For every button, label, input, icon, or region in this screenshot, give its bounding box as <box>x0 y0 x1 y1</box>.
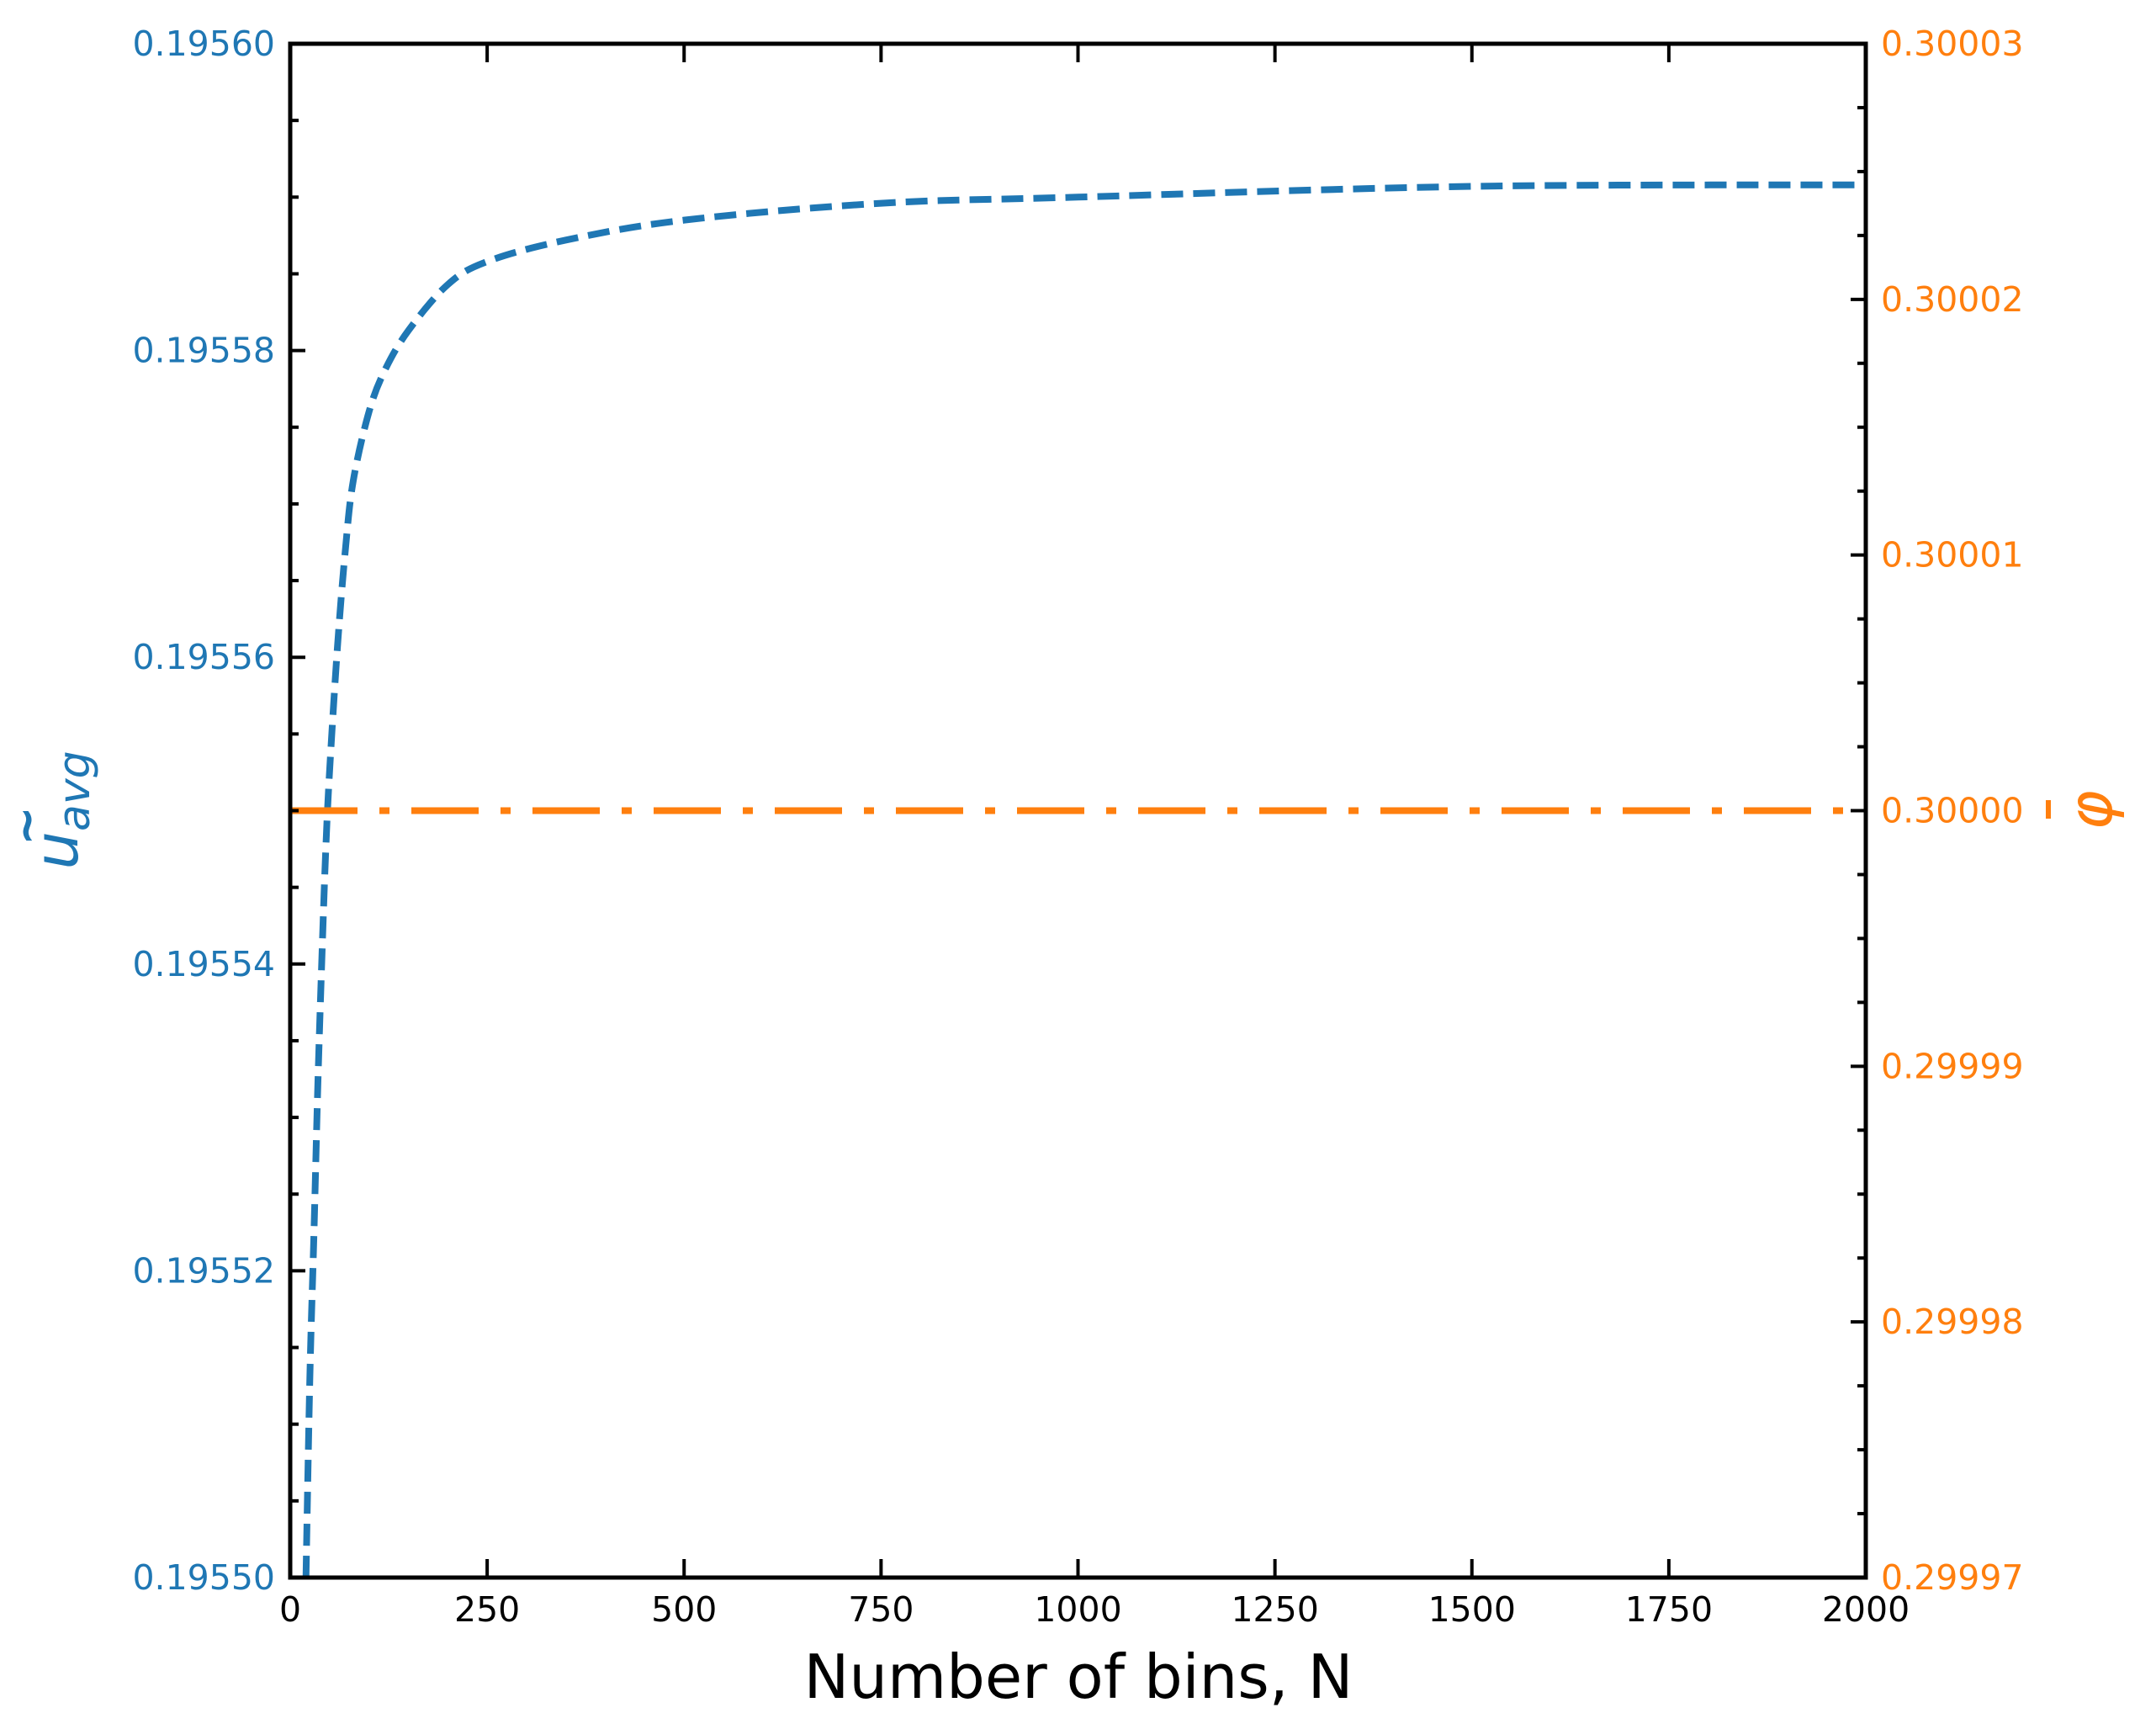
axes-frame <box>288 41 1868 1580</box>
x-tick-label: 1500 <box>1428 1589 1516 1630</box>
u_avg-line <box>302 181 1866 1578</box>
x-tick-label: 0 <box>279 1589 301 1630</box>
y-right-tick-label: 0.30001 <box>1881 535 2024 575</box>
y-left-tick-label: 0.19556 <box>132 637 275 677</box>
y-right-tick-label: 0.30002 <box>1881 279 2024 320</box>
right-axis-title: φ <box>2046 790 2126 830</box>
y-right-tick-label: 0.29997 <box>1881 1557 2024 1598</box>
y-right-tick-label: 0.29998 <box>1881 1302 2024 1342</box>
y-left-tick-label: 0.19560 <box>132 24 275 64</box>
left-axis-title-base: u <box>21 831 92 870</box>
x-tick-label: 500 <box>651 1589 717 1630</box>
plot-area <box>290 181 1866 1578</box>
right-axis-title-phi: φ <box>2055 790 2126 830</box>
y-right-tick-label: 0.30000 <box>1881 791 2024 831</box>
left-axis-title: uavg ~ <box>0 750 100 869</box>
x-tick-label: 250 <box>454 1589 520 1630</box>
y-left-tick-label: 0.19552 <box>132 1250 275 1291</box>
x-axis-title: Number of bins, N <box>804 1641 1353 1712</box>
right-axis-title-bar <box>2046 800 2051 819</box>
y-left-tick-label: 0.19550 <box>132 1557 275 1598</box>
tick-labels: 0 250 500 750 1000 1250 1500 1750 2000 0.19550 0.1… <box>132 24 2023 1630</box>
y-left-tick-label: 0.19558 <box>132 331 275 371</box>
x-tick-label: 2000 <box>1822 1589 1910 1630</box>
svg-text:uavg: uavg <box>21 750 100 869</box>
x-tick-label: 1750 <box>1625 1589 1713 1630</box>
y-right-tick-label: 0.30003 <box>1881 24 2024 64</box>
left-axis-title-accent: ~ <box>0 806 54 846</box>
x-tick-label: 1250 <box>1231 1589 1318 1630</box>
left-axis-title-sub: avg <box>50 750 100 831</box>
y-left-tick-label: 0.19554 <box>132 944 275 984</box>
x-tick-label: 1000 <box>1034 1589 1121 1630</box>
y-right-tick-label: 0.29999 <box>1881 1046 2024 1086</box>
x-tick-label: 750 <box>848 1589 914 1630</box>
